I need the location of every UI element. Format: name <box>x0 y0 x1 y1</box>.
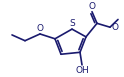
Text: O: O <box>111 23 118 32</box>
Text: O: O <box>36 24 44 33</box>
Text: OH: OH <box>75 66 89 75</box>
Text: O: O <box>89 2 95 11</box>
Text: S: S <box>69 19 75 28</box>
